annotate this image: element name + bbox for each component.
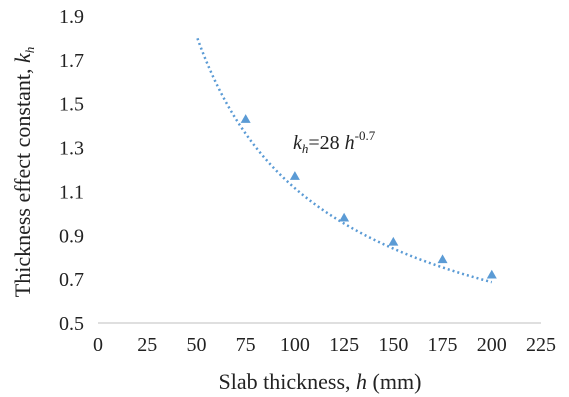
y-tick-labels: 0.5 0.7 0.9 1.1 1.3 1.5 1.7 1.9 (59, 6, 84, 335)
data-points (240, 114, 497, 279)
data-point-triangle (388, 236, 399, 246)
x-tick-labels: 0 25 50 75 100 125 150 175 200 225 (93, 334, 556, 356)
y-tick-label: 1.5 (59, 94, 84, 116)
annot-var: k (293, 132, 303, 154)
y-axis-title-sub: h (22, 47, 37, 54)
plot-area: 0 25 50 75 100 125 150 175 200 225 0.5 0.7 0.9 1.1 1.… (59, 6, 556, 356)
annot-var2: h (345, 132, 355, 154)
y-axis-title-var: k (10, 52, 35, 63)
data-point-triangle (289, 171, 300, 180)
data-point-triangle (339, 212, 350, 222)
x-tick-label: 150 (378, 334, 408, 356)
x-tick-label: 225 (526, 334, 556, 356)
data-point-triangle (437, 254, 448, 264)
y-tick-label: 1.3 (59, 138, 84, 160)
x-axis-title-text: Slab thickness, (219, 369, 357, 394)
annot-sub: h (302, 141, 309, 156)
x-axis-title-var: h (356, 369, 367, 394)
y-tick-label: 0.5 (59, 313, 84, 335)
y-tick-label: 1.7 (59, 50, 84, 72)
annot-exponent: -0.7 (355, 128, 376, 143)
y-axis-title-text: Thickness effect constant, (10, 63, 35, 297)
data-point-triangle (486, 269, 497, 279)
y-axis-title: Thickness effect constant, kh (10, 47, 37, 297)
x-tick-label: 125 (329, 334, 359, 356)
trendline-equation: kh=28 h-0.7 (293, 128, 376, 156)
x-axis-title: Slab thickness, h (mm) (219, 369, 422, 394)
y-tick-label: 1.9 (59, 6, 84, 28)
annot-eq: =28 (308, 132, 344, 154)
y-tick-label: 0.7 (59, 269, 84, 291)
y-tick-label: 0.9 (59, 225, 84, 247)
x-tick-label: 0 (93, 334, 103, 356)
y-tick-label: 1.1 (59, 181, 84, 203)
x-tick-label: 50 (186, 334, 206, 356)
data-point-triangle (240, 114, 251, 123)
x-tick-label: 100 (280, 334, 310, 356)
x-tick-label: 175 (428, 334, 458, 356)
x-axis-title-unit: (mm) (367, 369, 421, 394)
x-tick-label: 75 (236, 334, 256, 356)
x-tick-label: 25 (137, 334, 157, 356)
x-tick-label: 200 (477, 334, 507, 356)
power-trendline (196, 37, 493, 284)
